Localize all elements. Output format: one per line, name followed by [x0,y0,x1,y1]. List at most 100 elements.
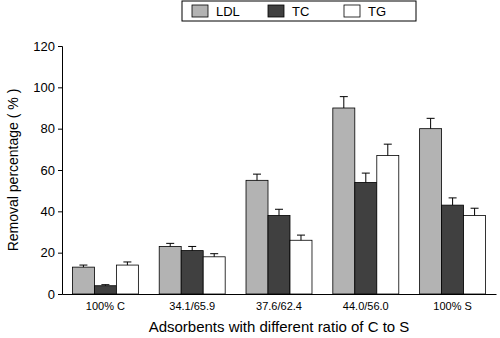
x-axis: 100% C 34.1/65.9 37.6/62.4 44.0/56.0 100% S [63,294,497,312]
x-tick: 44.0/56.0 [343,294,389,312]
legend-swatch [192,5,208,17]
y-tick-label: 80 [41,121,55,136]
error-cap [275,209,283,210]
error-bar [449,198,457,205]
y-tick-label: 0 [48,287,55,302]
legend-swatch [268,5,284,17]
error-bar [362,173,370,182]
error-bar [79,265,87,267]
y-axis-title: Removal percentage ( % ) [5,89,21,252]
legend-label: LDL [216,4,240,19]
error-stem [343,97,344,108]
y-tick: 100 [33,80,62,95]
y-tick-mark [58,87,62,88]
x-axis-line [63,294,497,295]
y-tick-mark [58,129,62,130]
error-stem [257,174,258,180]
y-tick-label: 60 [41,163,55,178]
error-bar [253,174,261,180]
error-cap [362,173,370,174]
bar [333,108,355,294]
error-bar [340,97,348,108]
x-tick-label: 44.0/56.0 [343,300,389,312]
error-stem [300,235,301,240]
plot: 0 20 40 60 80 100 120 100% C 34.1/65.9 37.6/62.4 4… [33,39,496,312]
error-cap [188,246,196,247]
x-tick: 37.6/62.4 [256,294,302,312]
legend: LDL TC TG [182,1,416,21]
error-cap [210,253,218,254]
error-cap [253,174,261,175]
error-stem [474,208,475,215]
error-bar [471,208,479,215]
series [116,144,485,294]
error-bar [210,254,218,257]
bar [442,205,464,294]
y-tick-mark [58,211,62,212]
error-cap [101,284,109,285]
x-tick: 100% C [86,294,125,312]
error-cap [166,243,174,244]
y-tick-mark [58,253,62,254]
legend-frame [182,1,416,21]
x-tick-label: 100% C [86,300,125,312]
series [94,173,463,294]
error-bar [275,209,283,215]
error-bar [297,235,305,240]
error-stem [387,144,388,155]
y-tick: 40 [41,204,62,219]
bar [355,182,377,294]
error-bar [166,243,174,246]
bar [290,240,312,294]
bar [246,180,268,294]
series [72,97,441,294]
y-tick-mark [58,46,62,47]
chart: 0 20 40 60 80 100 120 100% C 34.1/65.9 37.6/62.4 4… [0,0,500,338]
bar [116,265,138,294]
bar [203,257,225,294]
bar [420,129,442,294]
x-tick-label: 37.6/62.4 [256,300,302,312]
error-cap [427,118,435,119]
error-bar [123,262,131,265]
error-bar [101,285,109,286]
bar [464,215,486,294]
y-tick-label: 100 [33,80,55,95]
bars [72,97,485,294]
bar [268,215,290,294]
x-tick-label: 100% S [433,300,472,312]
y-tick-label: 40 [41,204,55,219]
y-tick-mark [58,170,62,171]
error-cap [297,235,305,236]
error-bar [384,144,392,155]
y-tick-label: 20 [41,245,55,260]
error-cap [384,144,392,145]
error-cap [449,197,457,198]
y-tick: 20 [41,245,62,260]
error-cap [340,96,348,97]
y-tick: 80 [41,121,62,136]
error-stem [365,173,366,182]
bar [94,286,116,294]
y-tick: 0 [48,287,62,302]
error-stem [192,246,193,250]
legend-label: TG [368,4,386,19]
x-axis-title: Adsorbents with different ratio of C to … [149,318,410,335]
bar [181,251,203,294]
bar [377,156,399,294]
legend-label: TC [292,4,309,19]
y-tick: 60 [41,163,62,178]
error-stem [430,118,431,128]
y-axis-line [58,47,63,295]
y-tick: 120 [33,39,62,54]
legend-swatch [344,5,360,17]
y-tick-mark [58,294,62,295]
y-tick-label: 120 [33,39,55,54]
error-stem [452,198,453,205]
error-cap [79,265,87,266]
x-tick-label: 34.1/65.9 [169,300,215,312]
error-cap [123,261,131,262]
error-bar [188,246,196,250]
x-tick: 34.1/65.9 [169,294,215,312]
y-axis: 0 20 40 60 80 100 120 [33,39,62,302]
